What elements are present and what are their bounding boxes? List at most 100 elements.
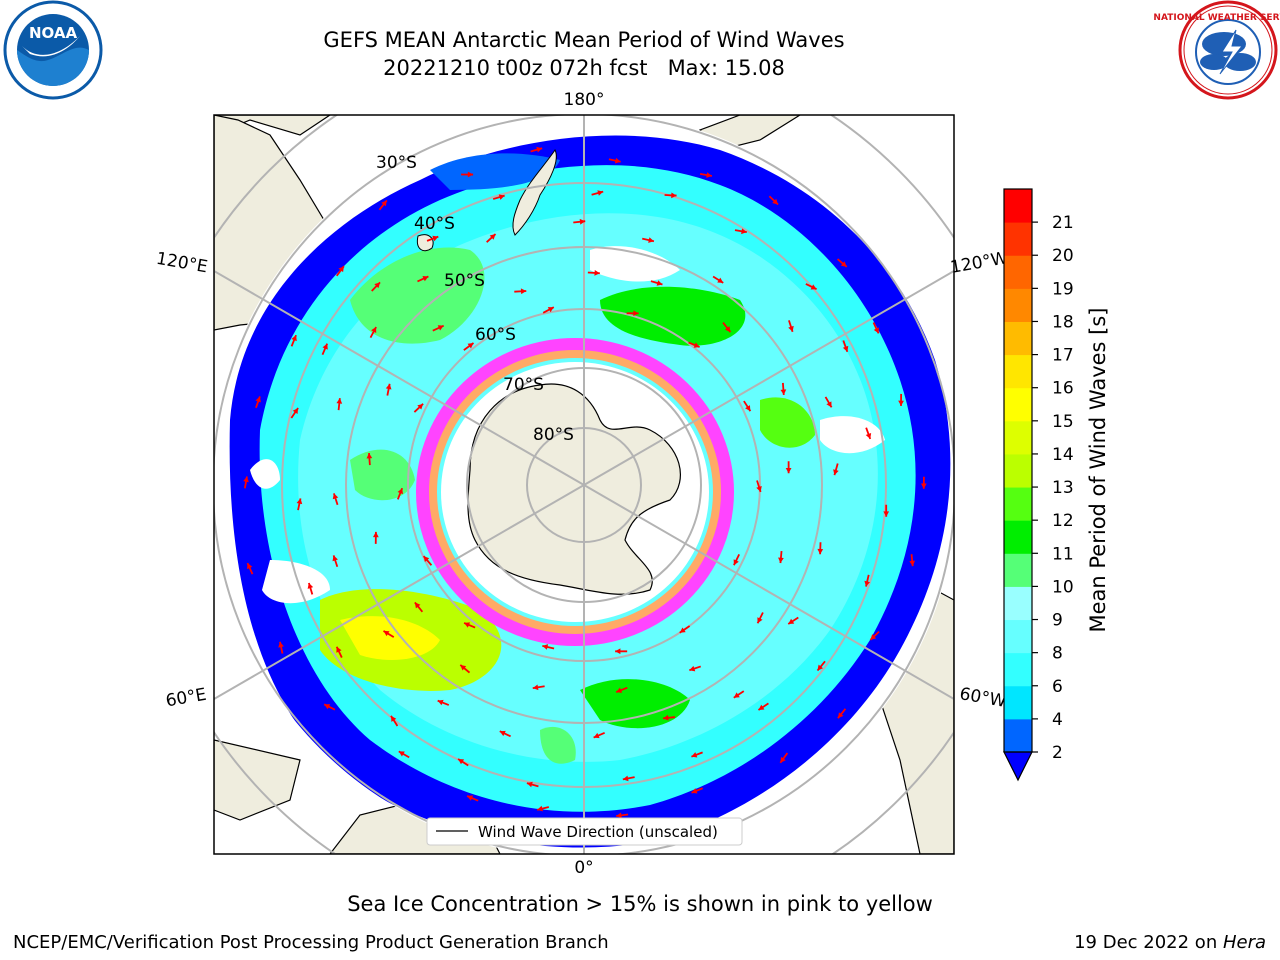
nws-logo-ring-text: NATIONAL WEATHER SERVICE	[1153, 13, 1280, 23]
wave-direction-arrow	[290, 334, 297, 347]
wave-direction-arrow	[608, 157, 621, 164]
colorbar-tick-label: 15	[1052, 412, 1074, 432]
lon-label-60e: 60°E	[164, 685, 208, 712]
wave-direction-arrow	[734, 228, 747, 235]
wave-direction-arrow	[779, 752, 789, 764]
lat-label-80s: 80°S	[533, 425, 574, 445]
wave-direction-arrow	[733, 554, 740, 566]
wave-direction-arrow	[642, 237, 655, 243]
wave-direction-arrow	[883, 504, 890, 517]
colorbar-tick-label: 14	[1052, 445, 1074, 465]
colorbar-tick-label: 10	[1052, 577, 1074, 597]
colorbar-tick-label: 13	[1052, 478, 1074, 498]
colorbar-band	[1004, 387, 1032, 422]
wave-direction-arrow	[689, 665, 702, 672]
wave-direction-arrow	[532, 684, 545, 691]
wave-direction-arrow	[414, 601, 424, 613]
graticule	[214, 115, 954, 854]
wave-direction-arrow	[536, 805, 550, 812]
tasmania-land	[416, 234, 434, 252]
colorbar-tick-label: 4	[1052, 710, 1063, 730]
wave-direction-arrow	[526, 781, 539, 788]
wave-direction-arrow	[805, 283, 817, 291]
wave-direction-arrow	[396, 487, 404, 500]
colorbar-tick-label: 6	[1052, 677, 1063, 697]
wave-direction-arrow	[699, 172, 713, 178]
wave-direction-arrow	[499, 730, 511, 738]
wave-direction-arrow	[817, 542, 824, 555]
wave-direction-arrow	[422, 555, 433, 566]
legend-label: Wind Wave Direction (unscaled)	[478, 823, 718, 841]
colorbar-band	[1004, 222, 1032, 256]
wave-direction-arrow	[757, 702, 769, 711]
wave-direction-arrow	[369, 326, 377, 339]
lon-label-120w: 120°W	[949, 248, 1010, 278]
wave-direction-arrow	[486, 233, 497, 243]
wave-direction-arrow	[432, 324, 445, 332]
wave-direction-arrow	[824, 396, 833, 408]
colorbar-tick-label: 17	[1052, 346, 1074, 366]
wave-direction-arrow	[872, 322, 880, 334]
wave-direction-arrow	[530, 146, 543, 153]
wave-direction-arrow	[332, 555, 339, 568]
wave-direction-arrow	[864, 574, 870, 587]
colorbar-band	[1004, 189, 1032, 223]
wave-direction-arrow	[335, 646, 343, 658]
lat-label-70s: 70°S	[503, 375, 544, 395]
wave-direction-arrow	[390, 715, 399, 727]
wave-direction-arrow	[466, 795, 479, 802]
colorbar-title: Mean Period of Wind Waves [s]	[1086, 308, 1110, 633]
wave-direction-arrow	[869, 630, 880, 641]
wave-direction-arrow	[788, 320, 794, 333]
wave-direction-arrow	[413, 403, 424, 413]
wave-direction-arrow	[833, 463, 839, 476]
colorbar-band	[1004, 255, 1032, 289]
wave-direction-arrow	[837, 708, 847, 719]
wave-direction-arrow	[842, 340, 849, 353]
map-border	[213, 114, 955, 855]
wave-direction-arrow	[920, 476, 927, 489]
chart-subtitle: 20221210 t00z 072h fcst Max: 15.08	[383, 56, 785, 80]
colorbar-band	[1004, 586, 1032, 621]
wave-direction-arrow	[290, 407, 299, 419]
colorbar-tick-label: 16	[1052, 379, 1074, 399]
wave-direction-arrow	[307, 582, 314, 595]
wave-direction-arrow	[323, 703, 336, 711]
wave-direction-arrow	[246, 562, 254, 575]
colorbar-tick-label: 2	[1052, 743, 1063, 763]
wave-direction-arrow	[722, 322, 732, 333]
colorbar-band	[1004, 652, 1032, 687]
colorbar-band	[1004, 354, 1032, 389]
wave-direction-arrow	[371, 281, 381, 292]
colorbar-band	[1004, 288, 1032, 322]
wave-direction-arrow	[459, 664, 471, 674]
wave-direction-arrow	[437, 699, 450, 706]
new-zealand-land	[512, 149, 557, 236]
wave-direction-arrow	[664, 192, 677, 199]
colorbar-tick-label: 9	[1052, 611, 1063, 631]
wave-direction-arrow	[492, 194, 505, 200]
wave-direction-arrow	[768, 195, 779, 206]
footer-date: 19 Dec 2022 on Hera	[1074, 932, 1266, 954]
wave-direction-arrow	[593, 731, 606, 739]
colorbar-band	[1004, 520, 1032, 554]
wave-direction-arrow	[865, 427, 872, 440]
wave-direction-arrow	[756, 612, 764, 624]
colorbar-band	[1004, 420, 1032, 455]
wave-direction-arrow	[691, 751, 703, 758]
noaa-logo: NOAA	[3, 0, 103, 100]
wave-direction-arrow	[615, 648, 628, 655]
wave-direction-arrow	[587, 270, 600, 276]
wave-direction-arrow	[514, 288, 527, 295]
wave-direction-arrow	[332, 493, 339, 506]
colorbar-band	[1004, 718, 1032, 753]
colorbar-under-triangle	[1003, 751, 1033, 782]
wave-direction-arrow	[372, 531, 379, 544]
colorbar: 2 4 6 8 9 10 11 12 13 14 15 16 17 18 19 20 21 Mean Perio…	[1003, 188, 1110, 782]
lat-label-30s: 30°S	[376, 153, 417, 173]
noaa-logo-text: NOAA	[29, 24, 78, 42]
wave-direction-arrow	[243, 476, 249, 489]
wave-direction-arrow	[650, 280, 663, 286]
wave-direction-arrow	[785, 461, 792, 474]
wave-direction-arrow	[712, 275, 724, 284]
